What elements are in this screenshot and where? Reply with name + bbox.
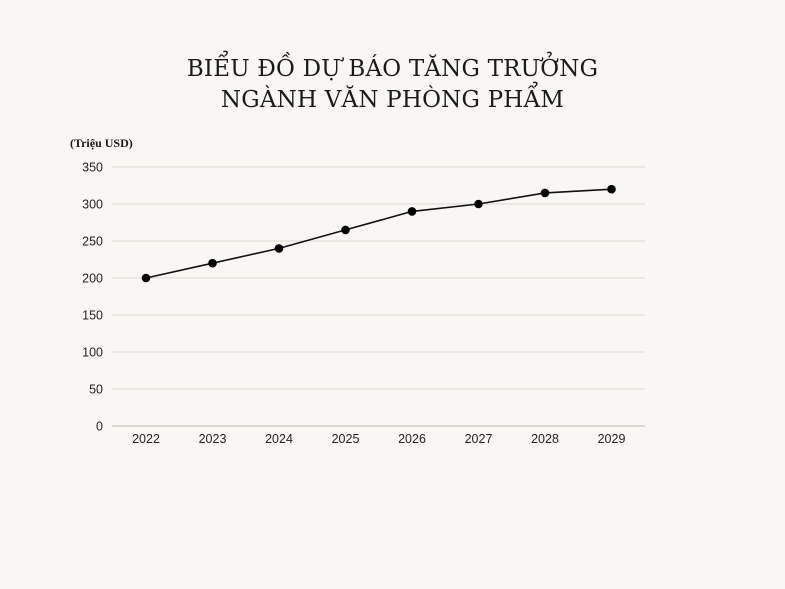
y-tick-label: 50 [89, 383, 103, 397]
x-tick-label: 2028 [531, 432, 559, 446]
series-line [145, 188, 612, 279]
data-point [141, 273, 151, 283]
x-tick-label: 2027 [465, 432, 493, 446]
x-tick-label: 2022 [132, 432, 160, 446]
data-point [274, 244, 284, 253]
y-tick-label: 350 [82, 161, 103, 175]
data-point [407, 207, 417, 216]
chart-title: BIỂU ĐỒ DỰ BÁO TĂNG TRƯỞNG NGÀNH VĂN PHÒ… [0, 54, 785, 116]
x-tick-label: 2023 [199, 432, 227, 446]
x-tick-label: 2024 [265, 432, 293, 446]
y-tick-label: 200 [82, 272, 103, 286]
y-tick-label: 0 [96, 420, 103, 434]
chart-title-line-1: BIỂU ĐỒ DỰ BÁO TĂNG TRƯỞNG [186, 56, 599, 82]
x-tick-label: 2029 [598, 432, 626, 446]
x-tick-label: 2025 [332, 432, 360, 446]
y-tick-label: 250 [82, 235, 103, 249]
y-axis-unit-label: (Triệu USD) [70, 136, 133, 150]
y-tick-label: 300 [82, 198, 103, 212]
y-tick-label: 150 [82, 309, 103, 323]
data-point [474, 199, 483, 209]
y-tick-label: 100 [82, 346, 103, 360]
data-point [607, 184, 616, 194]
data-point [208, 258, 217, 268]
x-tick-label: 2026 [398, 432, 426, 446]
chart-title-line-2: NGÀNH VĂN PHÒNG PHẨM [220, 87, 565, 113]
data-point [540, 188, 550, 198]
data-point [341, 225, 350, 235]
